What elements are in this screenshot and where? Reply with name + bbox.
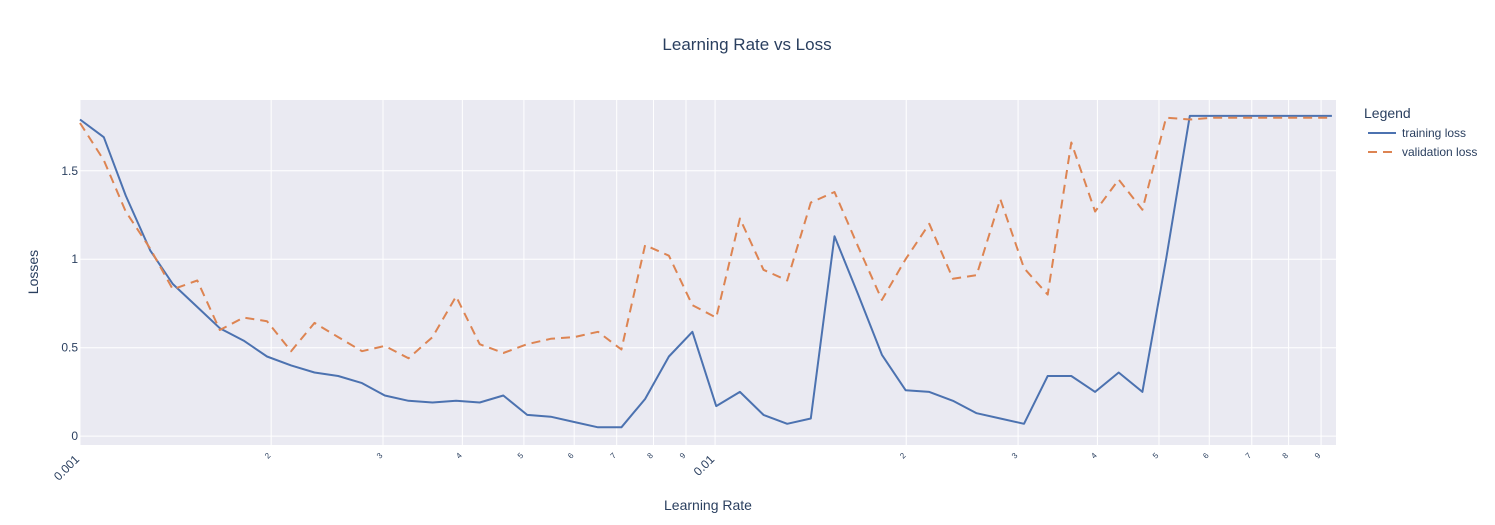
x-tick-label: 5: [1151, 451, 1161, 461]
y-tick-label: 0: [71, 429, 78, 443]
x-tick-label: 2: [898, 451, 908, 461]
x-tick-label: 3: [375, 451, 385, 461]
x-tick-label: 4: [1089, 451, 1099, 461]
x-tick-label: 8: [1281, 451, 1291, 461]
x-tick-label: 7: [609, 451, 619, 461]
chart-title: Learning Rate vs Loss: [662, 35, 831, 54]
x-tick-label: 9: [678, 451, 688, 461]
y-axis-ticks: 0 0.5 1 1.5: [61, 164, 78, 443]
y-tick-label: 1.5: [61, 164, 78, 178]
x-axis-title: Learning Rate: [664, 497, 752, 513]
x-tick-label: 4: [454, 451, 464, 461]
legend-items: training loss validation loss: [1368, 126, 1477, 159]
legend: Legend training loss validation loss: [1364, 105, 1477, 159]
x-tick-label: 8: [645, 451, 655, 461]
x-tick-label: 7: [1244, 451, 1254, 461]
y-tick-label: 0.5: [61, 341, 78, 355]
grid-lines: [79, 100, 1336, 445]
x-tick-label: 2: [263, 451, 273, 461]
series-line-validation-loss: [79, 116, 1332, 360]
y-axis-title: Losses: [25, 250, 41, 294]
x-tick-label: 5: [516, 451, 526, 461]
legend-item-label: validation loss: [1402, 145, 1477, 159]
x-tick-label: 6: [1201, 451, 1211, 461]
y-tick-label: 1: [71, 252, 78, 266]
series-lines: [79, 114, 1332, 429]
legend-title: Legend: [1364, 105, 1411, 121]
series-line-training-loss: [79, 114, 1332, 429]
legend-item-label: training loss: [1402, 126, 1466, 140]
plot-area: [80, 100, 1336, 445]
x-tick-label: 9: [1313, 451, 1323, 461]
x-tick-label: 3: [1010, 451, 1020, 461]
x-tick-label: 6: [566, 451, 576, 461]
